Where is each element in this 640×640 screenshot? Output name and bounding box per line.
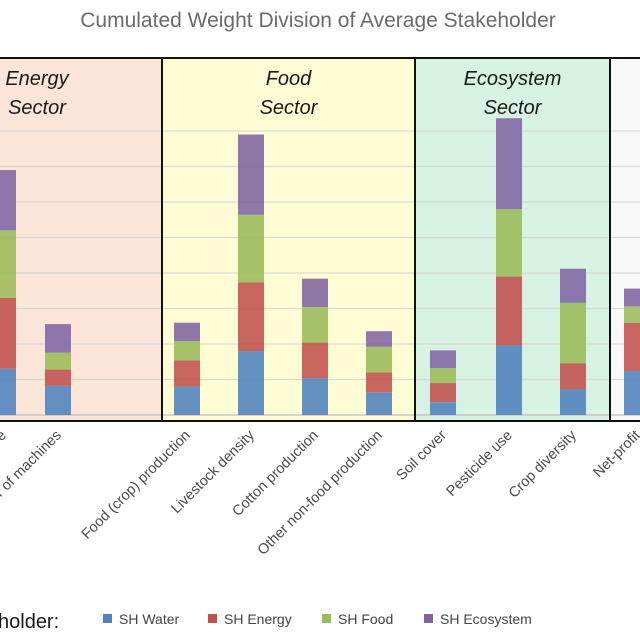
bar-segment (560, 363, 586, 390)
bar-segment (45, 369, 71, 386)
bar-segment (366, 331, 392, 347)
bar-segment (496, 118, 522, 210)
bar-segment (302, 307, 328, 343)
bar-segment (430, 350, 456, 369)
bar-segment (366, 392, 392, 415)
bar-segment (0, 297, 16, 369)
bar-segment (560, 268, 586, 303)
bar-segment (366, 372, 392, 393)
legend-entry: SH Energy (224, 611, 292, 627)
sector-border (609, 57, 640, 422)
bars (0, 118, 640, 415)
legend: holder: SH Water SH Energy SH Food SH Ecosy… (0, 611, 532, 633)
bar-segment (0, 368, 16, 415)
bar-segment (560, 389, 586, 415)
bar-segment (624, 306, 640, 323)
legend-swatch (208, 614, 217, 623)
bar-segment (0, 170, 16, 231)
bar-segment (624, 322, 640, 371)
bar-segment (302, 378, 328, 415)
bar-segment (624, 288, 640, 307)
bar-segment (45, 352, 71, 370)
legend-entry: SH Ecosystem (440, 611, 532, 627)
x-tick-label: Number of machines (0, 428, 65, 534)
bar-segment (302, 342, 328, 379)
bar-segment (430, 383, 456, 403)
bar-segment (430, 402, 456, 415)
legend-entry: SH Food (338, 611, 393, 627)
sector-label: Food (266, 68, 312, 90)
chart-title: Cumulated Weight Division of Average Sta… (80, 9, 556, 32)
bar-segment (0, 230, 16, 298)
bar-segment (174, 322, 200, 342)
legend-swatch (322, 614, 331, 623)
bar-segment (430, 368, 456, 384)
sector-label: Sector (8, 97, 67, 119)
sector-label: Energy (5, 68, 69, 90)
x-tick-label: Soil cover (393, 427, 449, 483)
sector-label: Sector (484, 97, 543, 119)
sector-borders (0, 57, 640, 422)
bar-segment (45, 385, 71, 415)
bar-segment (624, 370, 640, 415)
bar-segment (45, 324, 71, 353)
bar-segment (496, 276, 522, 346)
bar-segment (496, 345, 522, 415)
bar-segment (560, 302, 586, 364)
x-tick-label: Pesticide use (444, 428, 516, 500)
legend-swatch (424, 614, 433, 623)
x-tick-label: Other non-food production (255, 428, 386, 559)
x-tick-label: Crop diversity (506, 427, 581, 502)
legend-entry: SH Water (119, 611, 179, 627)
sector-labels: Energy Sector Food Sector Ecosystem Sector (5, 68, 561, 119)
bar-segment (174, 341, 200, 361)
x-tick-label: Net-profit (590, 428, 640, 481)
x-tick-label: Food (crop) production (79, 428, 194, 543)
bar-segment (238, 351, 264, 415)
sector-panel (0, 58, 162, 421)
bar-segment (366, 346, 392, 373)
legend-prefix: holder: (0, 611, 59, 633)
bar-segment (496, 209, 522, 277)
sector-panels (0, 58, 640, 421)
legend-swatch (103, 614, 112, 623)
bar-segment (238, 134, 264, 215)
bar-segment (302, 278, 328, 308)
bar-segment (238, 214, 264, 283)
bar-segment (174, 386, 200, 415)
bar-segment (174, 360, 200, 387)
sector-label: Ecosystem (464, 68, 562, 90)
bar-segment (238, 282, 264, 352)
sector-label: Sector (260, 97, 319, 119)
